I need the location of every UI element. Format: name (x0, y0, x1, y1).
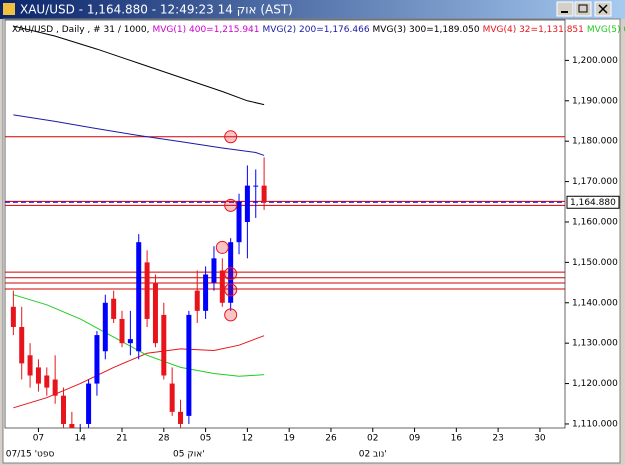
candle-body (86, 383, 92, 424)
candle-body (203, 274, 209, 311)
moving-average-line (13, 335, 265, 409)
candle-body (211, 258, 217, 283)
marker-circle (224, 283, 238, 297)
legend-entry: XAU/USD , Daily , # 31 / 1000, (12, 25, 149, 35)
x-period-label: 02 נוב' (359, 450, 387, 460)
candle-body (169, 383, 175, 412)
current-price-box (566, 195, 620, 209)
marker-circle (224, 308, 238, 322)
x-tick-label: 19 (283, 434, 295, 444)
candle-body (261, 185, 267, 203)
x-tick-label: 30 (534, 434, 546, 444)
x-tick-label: 12 (242, 434, 253, 444)
candle-body (119, 318, 125, 344)
candle-body (244, 185, 250, 222)
candle-body (10, 306, 16, 328)
legend-entry: MVG(5) 64=1,12 (587, 25, 625, 35)
x-tick-label: 16 (451, 434, 463, 444)
title-bar (0, 0, 625, 19)
candle-body (219, 270, 225, 303)
x-tick-label: 09 (409, 434, 421, 444)
x-tick-label: 23 (492, 434, 503, 444)
legend-entry: MVG(3) 300=1,189.050 (373, 25, 480, 35)
candle-body (111, 298, 117, 319)
candle-body (27, 355, 33, 376)
marker-circle (215, 240, 229, 254)
x-tick-label: 21 (116, 434, 127, 444)
legend-entry: MVG(2) 200=1,176.466 (263, 25, 370, 35)
candle-body (102, 302, 108, 352)
moving-average-line (13, 294, 265, 377)
minimize-button[interactable] (556, 1, 574, 17)
candle-body (236, 201, 242, 243)
legend-entry: MVG(4) 32=1,131.851 (483, 25, 584, 35)
window-title: XAU/USD - 1,164.880 - 12:49:23 14 אוק (A… (20, 3, 293, 17)
candle-body (44, 375, 50, 388)
candle-body (161, 314, 167, 376)
x-tick-label: 26 (325, 434, 337, 444)
candle-body (19, 327, 25, 364)
candle-body (52, 379, 58, 396)
candle-body (136, 242, 142, 352)
y-tick-label: 1,130.000 (572, 339, 618, 349)
marker-circle (224, 130, 238, 144)
candle-body (178, 411, 184, 424)
candle-body (35, 367, 41, 384)
app-icon (3, 3, 15, 15)
plot-area (4, 19, 566, 429)
moving-average-line (13, 114, 265, 156)
x-tick-label: 02 (367, 434, 378, 444)
window-buttons (556, 1, 612, 17)
current-price-label: 1,164.880 (570, 198, 616, 208)
x-tick-label: 14 (74, 434, 86, 444)
marker-circle (224, 198, 238, 212)
legend-entry: MVG(1) 400=1,215.941 (152, 25, 259, 35)
y-tick-label: 1,190.000 (572, 96, 618, 106)
candle-body (253, 185, 259, 187)
y-tick-label: 1,120.000 (572, 379, 618, 389)
plot-content (5, 25, 565, 428)
candle-body (228, 242, 234, 303)
candle-body (94, 335, 100, 384)
y-tick-label: 1,110.000 (572, 419, 618, 429)
y-tick-label: 1,140.000 (572, 298, 618, 308)
candle-body (194, 290, 200, 311)
y-tick-label: 1,170.000 (572, 177, 618, 187)
x-period-label: ספט' 07/15 (6, 450, 55, 460)
candle-body (152, 282, 158, 344)
chart-header: XAU/USD , Daily , # 31 / 1000, MVG(1) 400… (12, 25, 625, 35)
candle-body (127, 339, 133, 344)
y-tick-label: 1,200.000 (572, 56, 618, 66)
y-tick-label: 1,160.000 (572, 217, 618, 227)
x-tick-label: 07 (33, 434, 44, 444)
moving-average-line (13, 25, 265, 106)
x-period-label: 05 אוק' (173, 450, 205, 460)
candle-body (61, 395, 67, 424)
x-tick-label: 05 (200, 434, 211, 444)
candle-body (69, 423, 75, 428)
candle-body (144, 262, 150, 319)
y-tick-label: 1,180.000 (572, 137, 618, 147)
candle-body (186, 314, 192, 416)
x-tick-label: 28 (158, 434, 170, 444)
maximize-button[interactable] (574, 1, 592, 17)
marker-circle (224, 267, 238, 281)
y-tick-label: 1,150.000 (572, 258, 618, 268)
